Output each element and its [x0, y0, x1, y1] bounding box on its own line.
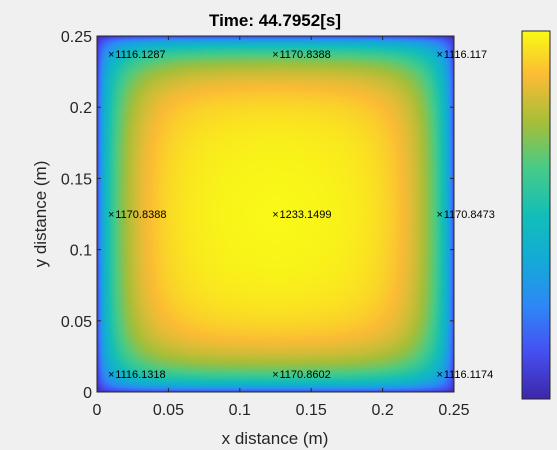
- y-tick-label: 0.05: [61, 314, 92, 331]
- annotation: × 1116.1287: [108, 49, 166, 61]
- y-tick-label: 0.25: [61, 29, 92, 46]
- annotation-marker: ×: [437, 49, 443, 61]
- annotation: × 1170.8473: [437, 209, 495, 221]
- x-axis-label: x distance (m): [222, 429, 329, 448]
- annotation: × 1116.117: [437, 49, 488, 61]
- annotation-marker: ×: [272, 49, 278, 61]
- y-axis-ticks: 0 0.05 0.1 0.15 0.2 0.25: [61, 29, 454, 402]
- annotation: × 1233.1499: [272, 209, 331, 221]
- annotation: × 1116.1174: [437, 369, 494, 381]
- annotation-marker: ×: [108, 49, 114, 61]
- annotation: × 1170.8602: [272, 369, 330, 381]
- y-axis-label: y distance (m): [31, 161, 50, 268]
- annotation-marker: ×: [437, 369, 443, 381]
- plot-area-border: [96, 35, 455, 393]
- chart-title: Time: 44.7952[s]: [209, 11, 341, 30]
- annotation-marker: ×: [108, 369, 114, 381]
- y-tick-label: 0: [83, 385, 92, 402]
- annotation-value: 1233.1499: [280, 209, 332, 221]
- x-tick-label: 0.05: [153, 402, 184, 419]
- annotation-value: 1116.1287: [115, 49, 165, 61]
- heatmap-image: [97, 36, 454, 392]
- annotation-value: 1170.8473: [444, 209, 495, 221]
- annotation-value: 1170.8602: [280, 369, 331, 381]
- annotation-marker: ×: [437, 209, 443, 221]
- annotation-marker: ×: [272, 369, 278, 381]
- y-tick-label: 0.2: [70, 100, 92, 117]
- x-tick-label: 0.2: [371, 402, 393, 419]
- y-tick-label: 0.15: [61, 171, 92, 188]
- colorbar: [521, 30, 551, 400]
- annotation-value: 1116.1318: [115, 369, 165, 381]
- annotation-value: 1116.117: [444, 49, 487, 61]
- y-tick-label: 0.1: [70, 243, 92, 260]
- annotation: × 1116.1318: [108, 369, 166, 381]
- temperature-annotations: × 1116.1287 × 1170.8388 × 1116.117× 1170.8388 ×…: [108, 49, 495, 381]
- annotation-marker: ×: [272, 209, 278, 221]
- annotation-value: 1170.8388: [115, 209, 166, 221]
- annotation-marker: ×: [108, 209, 114, 221]
- x-tick-label: 0.25: [438, 402, 469, 419]
- annotation-value: 1116.1174: [444, 369, 494, 381]
- annotation: × 1170.8388: [108, 209, 166, 221]
- annotation: × 1170.8388: [272, 49, 330, 61]
- x-tick-label: 0: [93, 402, 102, 419]
- x-tick-label: 0.1: [229, 402, 251, 419]
- x-tick-label: 0.15: [296, 402, 327, 419]
- x-axis-ticks: 0 0.05 0.1 0.15 0.2 0.25: [93, 36, 470, 419]
- annotation-value: 1170.8388: [280, 49, 331, 61]
